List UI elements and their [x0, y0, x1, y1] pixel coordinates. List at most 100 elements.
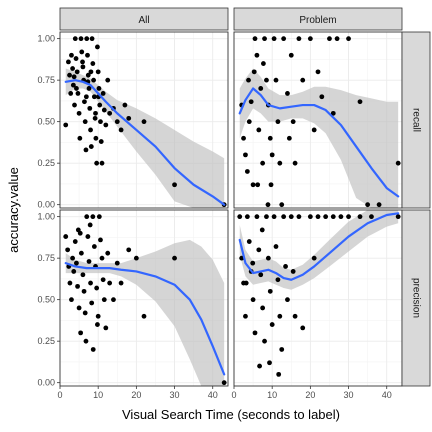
data-point — [271, 36, 277, 42]
x-tick-label: 40 — [382, 390, 392, 400]
data-point — [281, 214, 287, 220]
data-point — [346, 214, 351, 220]
data-point — [395, 160, 401, 166]
data-point — [80, 272, 86, 278]
data-point — [95, 322, 100, 327]
data-point — [114, 260, 120, 266]
panels-layer — [59, 31, 403, 387]
data-point — [248, 99, 254, 105]
row-strip-label: precision — [410, 278, 421, 318]
data-point — [84, 36, 90, 42]
data-point — [126, 115, 132, 121]
row-strip — [401, 31, 431, 209]
data-point — [91, 244, 97, 249]
data-point — [83, 147, 89, 153]
data-point — [105, 250, 111, 256]
data-point — [101, 297, 107, 303]
data-point — [264, 77, 269, 83]
y-tick-label: 0.50 — [37, 295, 55, 305]
data-point — [257, 363, 262, 369]
data-point — [76, 110, 82, 116]
data-point — [98, 119, 103, 125]
data-point — [290, 119, 296, 125]
data-point — [82, 119, 88, 125]
data-point — [89, 300, 95, 306]
data-point — [74, 260, 79, 266]
data-point — [288, 214, 294, 220]
x-tick-label: 0 — [57, 390, 62, 400]
data-point — [254, 214, 260, 220]
data-point — [357, 214, 363, 220]
data-point — [311, 255, 317, 261]
data-point — [91, 94, 97, 100]
data-point — [277, 313, 283, 319]
x-tick-label: 10 — [267, 390, 277, 400]
row-strip-label: recall — [410, 108, 421, 132]
x-tick-label: 10 — [93, 390, 103, 400]
data-point — [75, 227, 81, 233]
data-point — [87, 222, 93, 228]
y-axis: 0.00 0.25 0.50 0.75 1.00 0.00 0.25 0.50 0.75 1.00 — [37, 34, 60, 388]
data-point — [259, 227, 265, 233]
data-point — [72, 239, 78, 244]
column-strip — [59, 7, 229, 31]
data-point — [267, 135, 273, 141]
data-point — [72, 102, 77, 108]
data-point — [80, 64, 86, 70]
data-point — [89, 36, 95, 42]
data-point — [95, 69, 101, 75]
data-point — [82, 310, 88, 316]
y-tick-label: 0.75 — [37, 253, 55, 263]
panel-recall-all — [59, 31, 229, 209]
data-point — [99, 160, 105, 166]
data-point — [365, 202, 371, 208]
data-point — [376, 202, 382, 208]
data-point — [72, 36, 78, 42]
data-point — [95, 313, 101, 319]
strips-layer: All Problem recall precision — [59, 7, 431, 387]
x-tick-label: 20 — [131, 390, 141, 400]
data-point — [63, 234, 69, 239]
data-point — [323, 214, 329, 220]
y-tick-label: 0.50 — [37, 117, 55, 127]
data-point — [315, 69, 321, 75]
data-point — [63, 122, 69, 128]
data-point — [275, 119, 281, 125]
data-point — [357, 99, 363, 105]
data-point — [80, 59, 85, 65]
data-point — [88, 280, 93, 286]
data-point — [244, 214, 250, 220]
y-tick-label: 0.00 — [37, 378, 55, 388]
y-tick-label: 0.00 — [37, 200, 55, 210]
data-point — [68, 91, 74, 96]
data-point — [67, 280, 73, 286]
data-point — [288, 52, 294, 58]
data-point — [262, 338, 267, 344]
data-point — [283, 264, 288, 269]
data-point — [330, 214, 336, 220]
column-strip-label: Problem — [299, 15, 336, 26]
data-point — [118, 280, 124, 286]
data-point — [300, 77, 306, 83]
data-point — [260, 160, 266, 166]
data-point — [90, 347, 96, 352]
data-point — [70, 255, 75, 261]
smooth-line — [238, 212, 400, 281]
data-point — [285, 297, 290, 303]
data-point — [86, 259, 92, 264]
panel-background — [234, 210, 402, 386]
data-point — [78, 330, 84, 336]
data-point — [315, 214, 321, 220]
data-point — [172, 255, 177, 261]
data-point — [221, 380, 227, 386]
confidence-band — [65, 239, 225, 386]
y-tick-label: 0.25 — [37, 336, 55, 346]
data-point — [338, 214, 344, 220]
data-point — [276, 371, 282, 377]
data-point — [84, 214, 90, 220]
data-point — [307, 214, 313, 220]
panel-precision-all — [59, 209, 229, 387]
data-point — [107, 110, 113, 116]
data-point — [246, 119, 252, 125]
